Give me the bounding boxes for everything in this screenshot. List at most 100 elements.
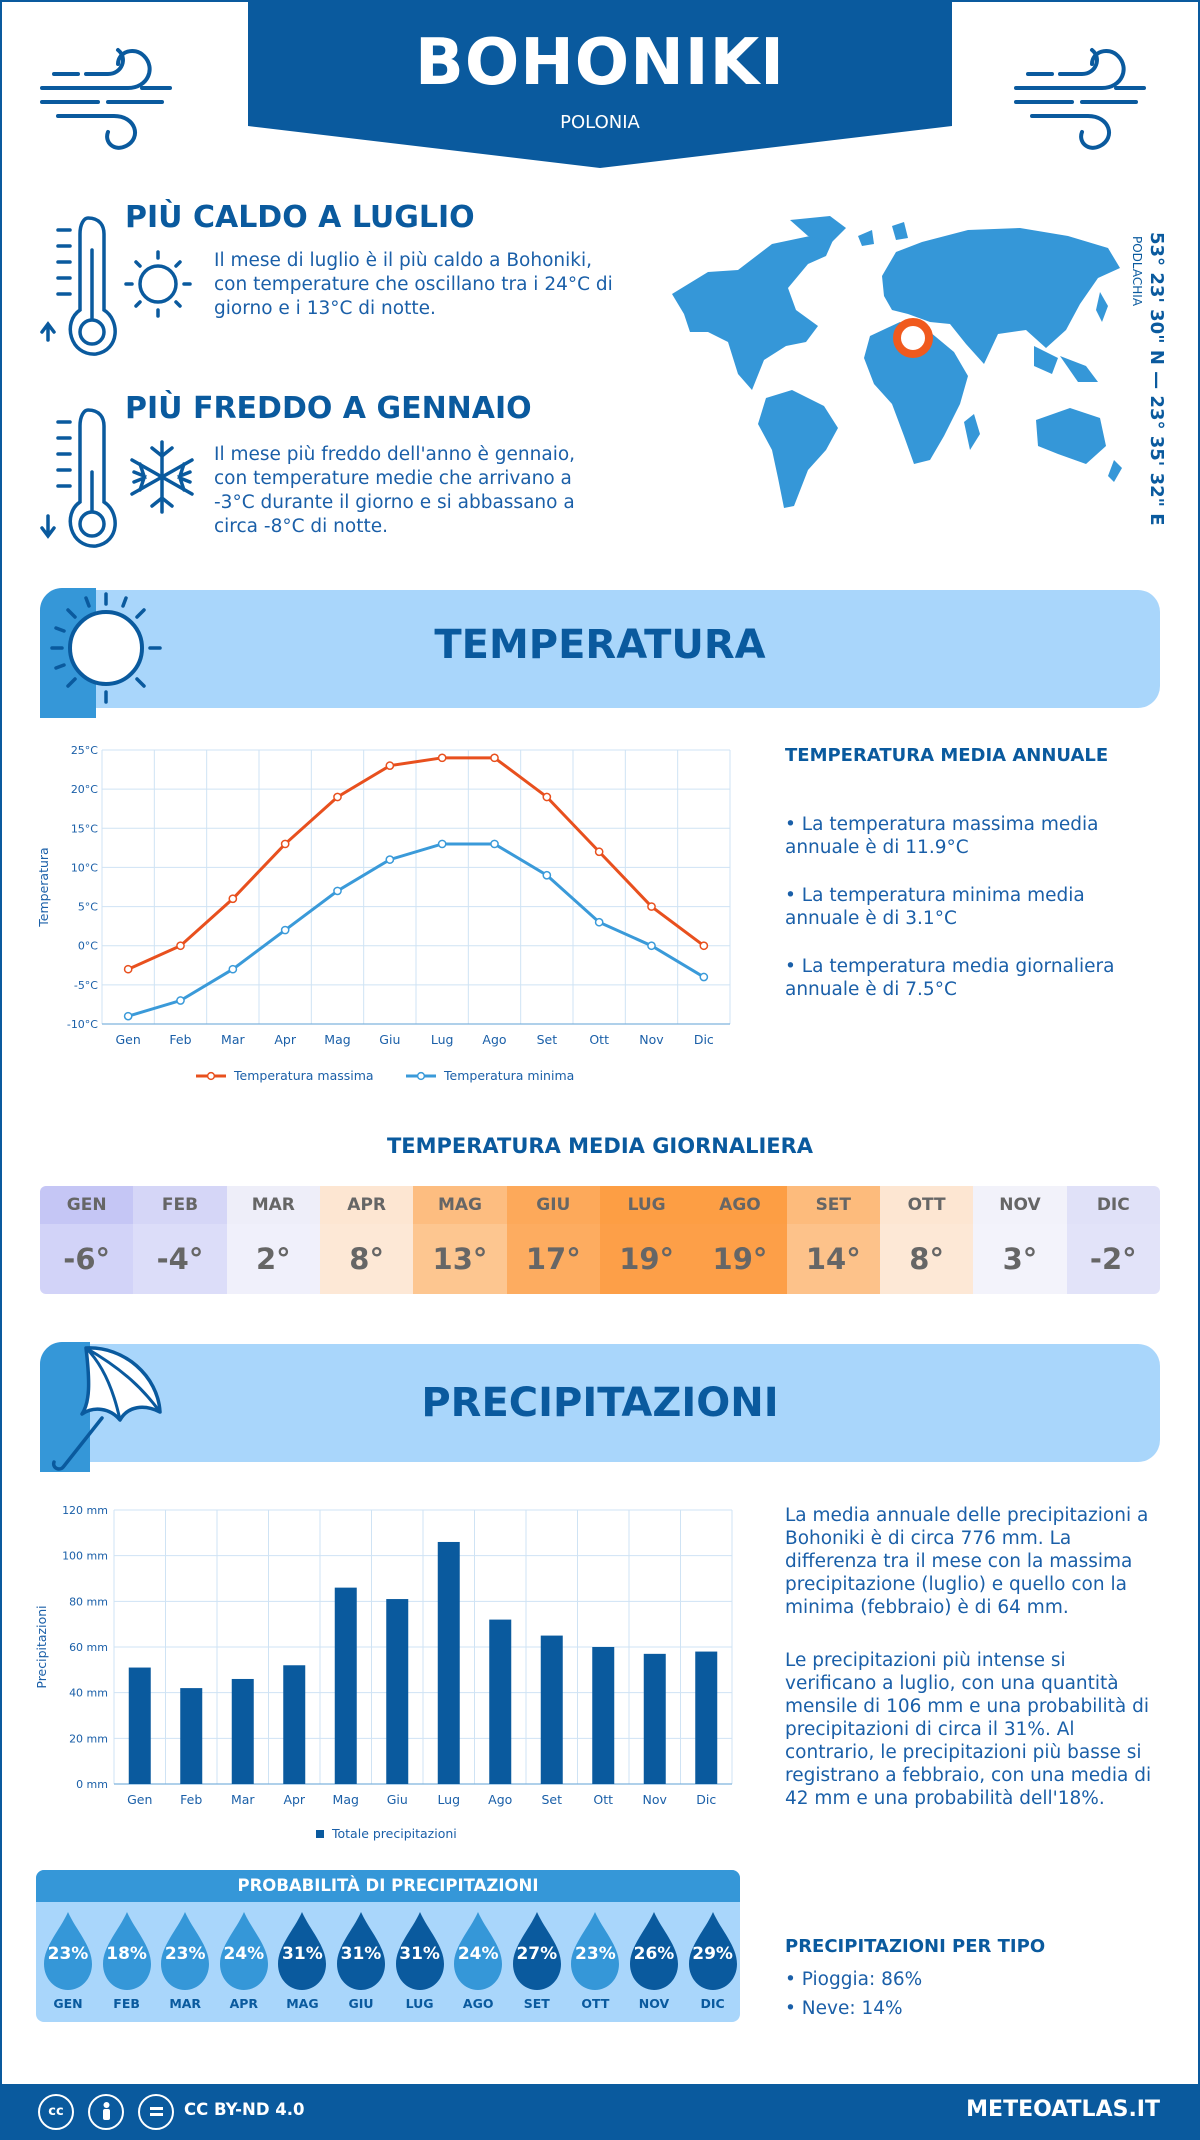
- daily-temperature-cell: OTT 8°: [879, 1186, 974, 1294]
- raindrop-icon: [102, 1912, 151, 1990]
- precipitation-bar: [283, 1665, 306, 1784]
- x-tick-label: Mar: [221, 1032, 245, 1047]
- month-label: LUG: [405, 1996, 434, 2011]
- city-title: BOHONIKI: [415, 26, 785, 100]
- x-tick-label: Gen: [127, 1792, 152, 1807]
- x-tick-label: Mag: [324, 1032, 350, 1047]
- month-label: OTT: [581, 1996, 610, 2011]
- daily-temperature-value: 14°: [786, 1224, 880, 1294]
- x-tick-label: Ott: [589, 1032, 609, 1047]
- cc-icon: cc: [38, 2094, 74, 2130]
- daily-temperature-cell: NOV 3°: [973, 1186, 1067, 1294]
- probability-drop: 24% AGO: [450, 1910, 506, 2011]
- probability-drop: 18% FEB: [99, 1910, 155, 2011]
- region-name: PODLACHIA: [1130, 236, 1144, 307]
- probability-drop: 29% DIC: [685, 1910, 740, 2011]
- y-tick-label: 25°C: [71, 744, 98, 757]
- precipitation-section-title: PRECIPITAZIONI: [421, 1380, 779, 1426]
- precipitation-probability-title: PROBABILITÀ DI PRECIPITAZIONI: [36, 1870, 740, 1902]
- hottest-month-text: Il mese di luglio è il più caldo a Bohon…: [214, 250, 613, 319]
- precipitation-bar: [128, 1667, 151, 1784]
- x-tick-label: Mag: [333, 1792, 359, 1807]
- precipitation-bar: [334, 1587, 357, 1784]
- data-point: [228, 964, 238, 974]
- x-tick-label: Gen: [116, 1032, 141, 1047]
- temperature-grid: [101, 749, 731, 1025]
- y-tick-label: 0°C: [78, 940, 98, 953]
- legend-label: Totale precipitazioni: [331, 1826, 457, 1841]
- title-banner: [248, 0, 952, 168]
- data-point: [123, 964, 133, 974]
- probability-value: 31%: [282, 1944, 323, 1964]
- world-map: [672, 216, 1122, 508]
- data-point: [123, 1011, 133, 1021]
- raindrop-icon: [219, 1912, 268, 1990]
- month-label: NOV: [973, 1186, 1067, 1224]
- month-label: NOV: [638, 1996, 670, 2011]
- x-tick-label: Feb: [169, 1032, 191, 1047]
- x-tick-label: Set: [537, 1032, 558, 1047]
- coordinates-text: 53° 23' 30" N — 23° 35' 32" E: [1146, 232, 1167, 526]
- precipitation-detail: Le precipitazioni più intense si verific…: [785, 1650, 1152, 1809]
- x-tick-label: Set: [541, 1792, 562, 1807]
- temperature-section-title: TEMPERATURA: [434, 622, 766, 668]
- daily-temperature-value: 13°: [413, 1224, 507, 1294]
- y-tick-label: 20°C: [71, 783, 98, 796]
- probability-drop: 23% GEN: [40, 1910, 96, 2011]
- daily-temperature-value: -4°: [133, 1224, 227, 1294]
- month-label: MAR: [169, 1996, 202, 2011]
- month-label: MAG: [413, 1186, 507, 1224]
- data-point: [594, 917, 604, 927]
- probability-value: 24%: [457, 1944, 499, 1964]
- raindrop-icon: [512, 1912, 561, 1990]
- probability-value: 23%: [164, 1944, 206, 1964]
- max-temperature-line: [127, 756, 705, 971]
- min-temperature-line: [127, 842, 705, 1018]
- x-tick-label: Dic: [694, 1032, 714, 1047]
- precipitation-probability-panel: PROBABILITÀ DI PRECIPITAZIONI 23% GEN 18% F…: [36, 1870, 740, 2022]
- month-label: DIC: [1066, 1186, 1160, 1224]
- month-label: MAG: [286, 1996, 319, 2011]
- probability-drop: 23% MAR: [157, 1910, 213, 2011]
- probability-drop: 26% NOV: [626, 1910, 682, 2011]
- data-point: [437, 839, 447, 849]
- country-subtitle: POLONIA: [560, 112, 640, 133]
- data-point: [437, 753, 447, 763]
- annual-max-temperature: • La temperatura massima media annuale è…: [785, 814, 1099, 858]
- data-point: [385, 761, 395, 771]
- y-axis-label: Temperatura: [36, 847, 51, 927]
- month-label: GIU: [348, 1996, 374, 2011]
- annual-mean-temperature: • La temperatura media giornaliera annua…: [785, 956, 1115, 1000]
- daily-temperature-cell: SET 14°: [786, 1186, 880, 1294]
- y-tick-label: -5°C: [74, 979, 98, 992]
- precipitation-summary: La media annuale delle precipitazioni a …: [785, 1505, 1149, 1618]
- data-point: [176, 996, 185, 1005]
- raindrop-icon: [337, 1912, 385, 1990]
- sun-icon: [40, 588, 162, 718]
- site-link[interactable]: METEOATLAS.IT: [966, 2097, 1160, 2122]
- daily-temperature-value: 19°: [599, 1224, 694, 1294]
- data-point: [490, 839, 499, 849]
- x-tick-label: Ago: [488, 1792, 512, 1807]
- legend-marker: [206, 1071, 216, 1081]
- location-marker-icon: [893, 318, 933, 358]
- month-label: APR: [229, 1996, 259, 2011]
- probability-drop: 31% GIU: [333, 1910, 389, 2011]
- person-icon: [88, 2094, 124, 2130]
- data-point: [542, 792, 552, 802]
- daily-temperature-cell: GEN -6°: [40, 1186, 134, 1294]
- month-label: FEB: [133, 1186, 227, 1224]
- x-tick-label: Ott: [593, 1792, 613, 1807]
- precipitation-bar: [592, 1647, 615, 1784]
- precipitation-bar: [437, 1541, 460, 1784]
- month-label: FEB: [113, 1996, 140, 2011]
- probability-drop: 27% SET: [509, 1910, 565, 2011]
- data-point: [699, 941, 709, 951]
- data-point: [176, 941, 185, 951]
- y-tick-label: 40 mm: [69, 1687, 108, 1700]
- daily-temperature-title: TEMPERATURA MEDIA GIORNALIERA: [386, 1134, 814, 1158]
- umbrella-rain-icon: [40, 1342, 162, 1472]
- temperature-banner: [40, 590, 1160, 708]
- x-tick-label: Feb: [180, 1792, 202, 1807]
- x-tick-label: Nov: [639, 1032, 664, 1047]
